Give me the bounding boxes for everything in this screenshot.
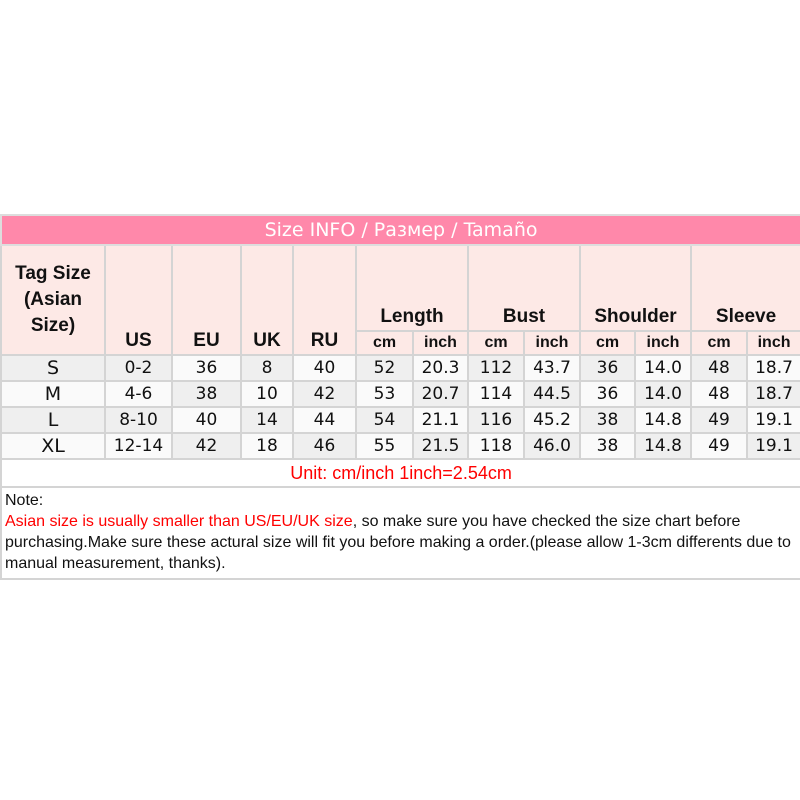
size-cell: 4-6 (104, 380, 173, 408)
size-cell: 38 (171, 380, 242, 408)
size-cell: 36 (579, 354, 636, 382)
size-cell: 40 (292, 354, 357, 382)
tag-size-cell: XL (0, 432, 106, 460)
note-label: Note: (5, 492, 44, 509)
unit-note: Unit: cm/inch 1inch=2.54cm (0, 458, 800, 488)
size-cell: 14.8 (634, 406, 692, 434)
size-cell: 14.0 (634, 380, 692, 408)
size-cell: 48 (690, 354, 748, 382)
size-cell: 14.8 (634, 432, 692, 460)
size-cell: 42 (292, 380, 357, 408)
size-cell: 36 (579, 380, 636, 408)
size-cell: 10 (240, 380, 294, 408)
header-shoulder-inch: inch (634, 330, 692, 356)
note-text: , so make sure you have checked the size… (5, 513, 791, 572)
header-uk: UK (240, 244, 294, 356)
tag-size-cell: M (0, 380, 106, 408)
size-cell: 49 (690, 406, 748, 434)
size-cell: 21.1 (412, 406, 469, 434)
size-cell: 44 (292, 406, 357, 434)
header-length-inch: inch (412, 330, 469, 356)
table-row: XL 12-14 42 18 46 55 21.5 118 46.0 38 14.8 49 19.1 (0, 432, 800, 460)
header-bust-cm: cm (467, 330, 525, 356)
size-cell: 8-10 (104, 406, 173, 434)
size-cell: 52 (355, 354, 414, 382)
header-sleeve-inch: inch (745, 330, 800, 356)
header-bust-inch: inch (523, 330, 581, 356)
size-cell: 18.7 (745, 354, 800, 382)
size-cell: 118 (467, 432, 525, 460)
size-table: Size INFO / Размер / Tamaño Tag Size (As… (0, 214, 800, 580)
size-cell: 19.1 (745, 432, 800, 460)
size-cell: 8 (240, 354, 294, 382)
header-length-cm: cm (355, 330, 414, 356)
size-cell: 36 (171, 354, 242, 382)
header-eu: EU (171, 244, 242, 356)
table-row: M 4-6 38 10 42 53 20.7 114 44.5 36 14.0 48 18.7 (0, 380, 800, 408)
size-cell: 38 (579, 406, 636, 434)
size-cell: 38 (579, 432, 636, 460)
size-cell: 114 (467, 380, 525, 408)
header-shoulder: Shoulder (579, 244, 692, 332)
size-cell: 44.5 (523, 380, 581, 408)
size-cell: 46.0 (523, 432, 581, 460)
size-cell: 112 (467, 354, 525, 382)
size-cell: 54 (355, 406, 414, 434)
size-cell: 12-14 (104, 432, 173, 460)
table-title: Size INFO / Размер / Tamaño (0, 214, 800, 246)
size-cell: 20.3 (412, 354, 469, 382)
header-sleeve-cm: cm (690, 330, 748, 356)
table-row: S 0-2 36 8 40 52 20.3 112 43.7 36 14.0 48 18.7 (0, 354, 800, 382)
header-length: Length (355, 244, 469, 332)
size-cell: 42 (171, 432, 242, 460)
size-cell: 18 (240, 432, 294, 460)
header-ru: RU (292, 244, 357, 356)
size-cell: 40 (171, 406, 242, 434)
note-warning: Asian size is usually smaller than US/EU… (5, 513, 353, 530)
header-bust: Bust (467, 244, 581, 332)
size-cell: 0-2 (104, 354, 173, 382)
size-cell: 45.2 (523, 406, 581, 434)
note: Note: Asian size is usually smaller than … (0, 486, 800, 580)
size-cell: 14.0 (634, 354, 692, 382)
size-chart: Size INFO / Размер / Tamaño Tag Size (As… (0, 214, 800, 580)
size-cell: 21.5 (412, 432, 469, 460)
size-cell: 20.7 (412, 380, 469, 408)
size-cell: 18.7 (745, 380, 800, 408)
tag-size-cell: L (0, 406, 106, 434)
header-us: US (104, 244, 173, 356)
size-cell: 55 (355, 432, 414, 460)
size-cell: 14 (240, 406, 294, 434)
header-tag-size: Tag Size (Asian Size) (0, 244, 106, 356)
header-shoulder-cm: cm (579, 330, 636, 356)
size-cell: 48 (690, 380, 748, 408)
size-cell: 43.7 (523, 354, 581, 382)
table-row: L 8-10 40 14 44 54 21.1 116 45.2 38 14.8 49 19.1 (0, 406, 800, 434)
size-cell: 49 (690, 432, 748, 460)
size-cell: 53 (355, 380, 414, 408)
size-cell: 19.1 (745, 406, 800, 434)
size-cell: 116 (467, 406, 525, 434)
header-sleeve: Sleeve (689, 244, 800, 332)
tag-size-cell: S (0, 354, 106, 382)
size-cell: 46 (292, 432, 357, 460)
